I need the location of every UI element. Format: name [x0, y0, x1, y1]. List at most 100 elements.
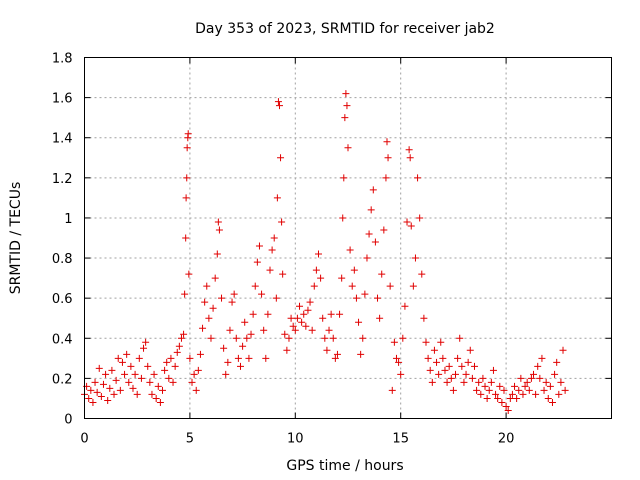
data-point [273, 194, 281, 202]
data-point [508, 390, 516, 398]
data-point [112, 376, 120, 384]
y-tick-label: 0.6 [52, 292, 73, 307]
data-point [317, 274, 325, 282]
x-tick-label: 0 [80, 432, 88, 447]
data-point [287, 314, 295, 322]
data-point [196, 350, 204, 358]
data-point [534, 362, 542, 370]
data-point [348, 282, 356, 290]
x-tick-label: 5 [186, 432, 194, 447]
x-axis-label: GPS time / hours [286, 458, 403, 474]
data-point [106, 384, 114, 392]
data-point [414, 174, 422, 182]
data-point [161, 366, 169, 374]
y-tick-label: 1.2 [52, 172, 73, 187]
data-point [517, 374, 525, 382]
data-point [277, 154, 285, 162]
data-point [215, 226, 223, 234]
data-point [329, 334, 337, 342]
data-point [428, 378, 436, 386]
data-point [513, 394, 521, 402]
data-point [323, 346, 331, 354]
data-point [521, 382, 529, 390]
data-point [437, 338, 445, 346]
data-point [296, 302, 304, 310]
data-point [268, 246, 276, 254]
data-point [304, 306, 312, 314]
data-point [489, 366, 497, 374]
data-point [321, 334, 329, 342]
data-point [435, 370, 443, 378]
y-axis-label: SRMTID / TECUs [8, 182, 24, 295]
data-point [386, 282, 394, 290]
data-point [249, 310, 257, 318]
data-point [403, 218, 411, 226]
data-point [532, 390, 540, 398]
data-point [182, 194, 190, 202]
data-point [156, 398, 164, 406]
data-point [331, 354, 339, 362]
data-point [445, 362, 453, 370]
data-point [182, 234, 190, 242]
data-point [283, 346, 291, 354]
data-point [169, 378, 177, 386]
data-point [439, 354, 447, 362]
data-point [341, 114, 349, 122]
data-point [293, 314, 301, 322]
data-point [466, 346, 474, 354]
data-point [270, 234, 278, 242]
data-point [338, 274, 346, 282]
data-point [185, 270, 193, 278]
data-point [220, 344, 228, 352]
data-point [114, 354, 122, 362]
data-point [188, 378, 196, 386]
data-point [525, 386, 533, 394]
data-point [363, 254, 371, 262]
data-point [163, 358, 171, 366]
data-point [530, 370, 538, 378]
data-point [458, 362, 466, 370]
data-point [279, 270, 287, 278]
grid [84, 57, 612, 419]
data-point [146, 378, 154, 386]
data-point [343, 102, 351, 110]
data-point [502, 402, 510, 410]
data-point [504, 406, 512, 414]
data-point [481, 382, 489, 390]
data-point [407, 222, 415, 230]
y-axis: 0 0.2 0.4 0.6 0.8 1 1.2 1.4 1.6 1.8 [52, 52, 612, 428]
data-point [401, 302, 409, 310]
data-point [500, 386, 508, 394]
data-point [239, 342, 247, 350]
data-point [473, 386, 481, 394]
data-point [492, 390, 500, 398]
data-point [540, 386, 548, 394]
data-point [371, 238, 379, 246]
data-point [527, 374, 535, 382]
data-point [97, 392, 105, 400]
data-point [397, 370, 405, 378]
data-point [186, 354, 194, 362]
data-point [314, 250, 322, 258]
data-point [243, 334, 251, 342]
data-point [127, 362, 135, 370]
data-point [152, 394, 160, 402]
data-point [266, 266, 274, 274]
data-point [392, 354, 400, 362]
data-point [89, 398, 97, 406]
data-point [181, 290, 189, 298]
data-point [209, 304, 217, 312]
data-point [205, 314, 213, 322]
data-point [367, 206, 375, 214]
x-tick-label: 10 [287, 432, 304, 447]
data-point [416, 214, 424, 222]
data-point [190, 370, 198, 378]
data-point [344, 144, 352, 152]
y-tick-label: 1.8 [52, 52, 73, 67]
data-point [224, 358, 232, 366]
data-point [95, 364, 103, 372]
data-point [108, 366, 116, 374]
y-tick-label: 0.2 [52, 372, 73, 387]
data-point [140, 344, 148, 352]
